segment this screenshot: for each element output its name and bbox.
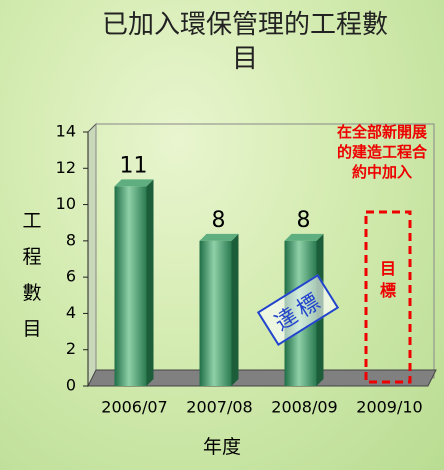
bar-top <box>114 179 154 187</box>
bar-top <box>284 233 324 241</box>
value-label: 8 <box>212 208 226 233</box>
y-tick-label: 6 <box>66 267 76 286</box>
side-wall <box>87 122 97 388</box>
annotation: 在全部新開展的建造工程合約中加入 <box>336 123 427 181</box>
y-tick-label: 8 <box>66 230 76 249</box>
bar <box>199 240 232 386</box>
y-tick-label: 0 <box>66 376 76 395</box>
y-tick-label: 12 <box>56 158 76 177</box>
bar-side <box>146 179 154 386</box>
bar-side <box>231 233 239 386</box>
y-tick-label: 4 <box>66 303 76 322</box>
value-label: 11 <box>120 153 148 178</box>
x-tick-label: 2006/07 <box>101 398 167 417</box>
y-tick-label: 14 <box>56 122 76 141</box>
chart-title: 已加入環保管理的工程數目 <box>101 10 388 74</box>
value-label: 8 <box>297 208 311 233</box>
y-tick-label: 10 <box>56 194 76 213</box>
target-box <box>364 210 412 384</box>
y-axis-label: 工程數目 <box>22 210 42 340</box>
x-tick-label: 2008/09 <box>271 398 337 417</box>
x-axis-label: 年度 <box>202 436 241 458</box>
bar-top <box>199 233 239 241</box>
x-tick-label: 2009/10 <box>356 398 422 417</box>
annotation: 目標 <box>379 259 396 300</box>
bar <box>114 186 147 386</box>
x-tick-label: 2007/08 <box>186 398 252 417</box>
y-tick-label: 2 <box>66 339 76 358</box>
